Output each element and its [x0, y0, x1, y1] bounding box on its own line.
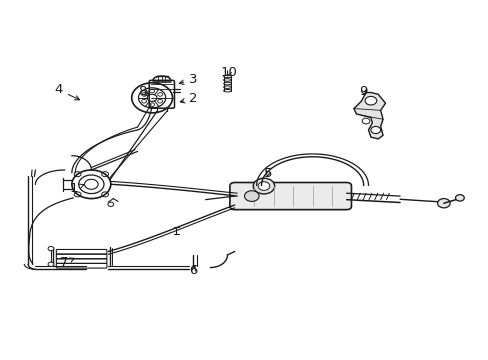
Text: 6: 6 — [189, 264, 197, 276]
Text: 7: 7 — [59, 256, 74, 269]
Text: 1: 1 — [69, 182, 84, 195]
Polygon shape — [353, 93, 385, 139]
Circle shape — [455, 195, 463, 201]
Circle shape — [108, 202, 114, 206]
FancyBboxPatch shape — [229, 183, 351, 210]
Circle shape — [258, 182, 269, 190]
Circle shape — [48, 247, 54, 251]
Text: 2: 2 — [180, 92, 197, 105]
Text: 5: 5 — [263, 167, 271, 180]
Circle shape — [253, 178, 274, 194]
Circle shape — [370, 126, 380, 134]
Text: 9: 9 — [359, 85, 367, 98]
Text: 8: 8 — [138, 85, 149, 98]
Text: 4: 4 — [55, 84, 80, 100]
Text: 10: 10 — [220, 66, 237, 79]
Circle shape — [244, 191, 259, 202]
Circle shape — [437, 199, 449, 208]
Circle shape — [48, 262, 54, 266]
Circle shape — [365, 96, 376, 105]
Text: 3: 3 — [179, 73, 197, 86]
Circle shape — [362, 118, 369, 124]
